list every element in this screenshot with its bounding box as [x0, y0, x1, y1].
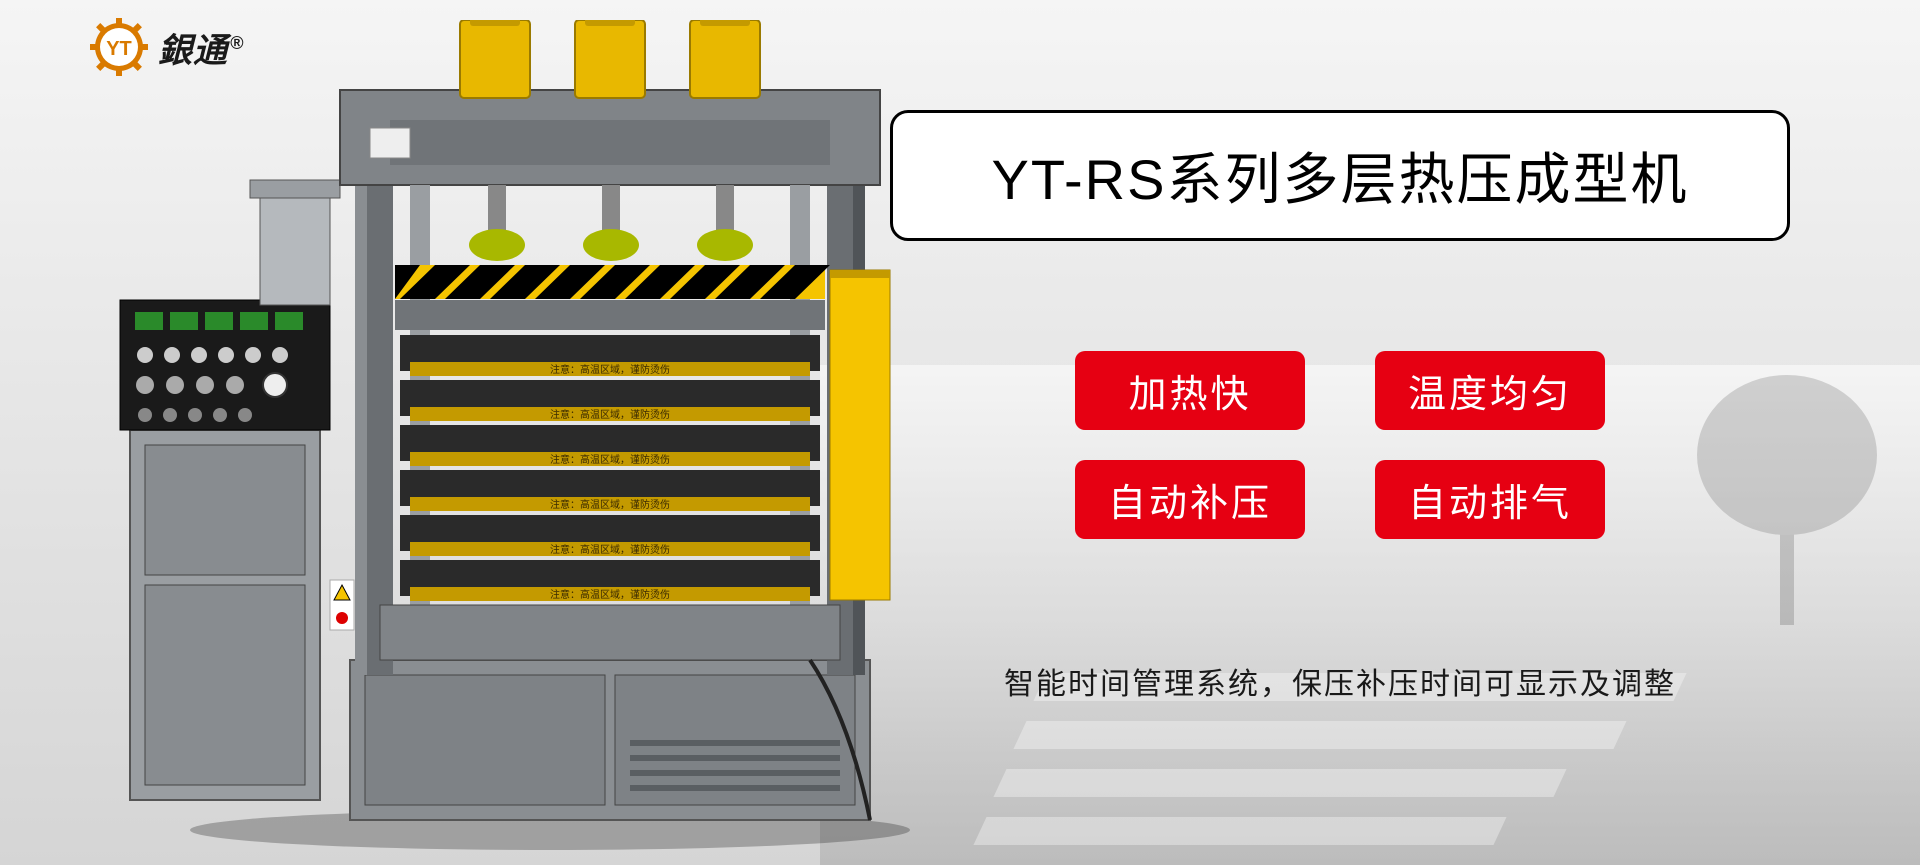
svg-text:注意：高温区域，谨防烫伤: 注意：高温区域，谨防烫伤 — [550, 543, 670, 556]
svg-text:注意：高温区域，谨防烫伤: 注意：高温区域，谨防烫伤 — [550, 363, 670, 376]
svg-text:注意：高温区域，谨防烫伤: 注意：高温区域，谨防烫伤 — [550, 588, 670, 601]
registered-mark-icon: ® — [230, 33, 244, 53]
platen-stack: 注意：高温区域，谨防烫伤 注意：高温区域，谨防烫伤 注意：高温区域，谨防烫伤 注… — [400, 335, 820, 601]
logo-gear-icon: YT — [90, 18, 148, 76]
product-description: 智能时间管理系统，保压补压时间可显示及调整 — [890, 659, 1790, 703]
feature-badge-1: 加热快 — [1075, 351, 1305, 430]
feature-badge-4: 自动排气 — [1375, 460, 1605, 539]
machine-illustration: 注意：高温区域，谨防烫伤 注意：高温区域，谨防烫伤 注意：高温区域，谨防烫伤 注… — [110, 20, 930, 850]
hazard-stripe-bar — [395, 265, 830, 299]
logo-initials: YT — [106, 38, 132, 60]
svg-text:注意：高温区域，谨防烫伤: 注意：高温区域，谨防烫伤 — [550, 408, 670, 421]
hydraulic-cylinders — [460, 20, 760, 98]
svg-text:注意：高温区域，谨防烫伤: 注意：高温区域，谨防烫伤 — [550, 453, 670, 466]
brand-logo: YT 銀通® — [90, 18, 244, 76]
logo-brand-text: 銀通® — [158, 23, 244, 72]
feature-badge-3: 自动补压 — [1075, 460, 1305, 539]
feature-badges: 加热快 温度均匀 自动补压 自动排气 — [890, 351, 1790, 539]
product-title-box: YT-RS系列多层热压成型机 — [890, 110, 1790, 241]
feature-badge-2: 温度均匀 — [1375, 351, 1605, 430]
svg-text:注意：高温区域，谨防烫伤: 注意：高温区域，谨防烫伤 — [550, 498, 670, 511]
product-title: YT-RS系列多层热压成型机 — [941, 135, 1739, 216]
content-panel: YT-RS系列多层热压成型机 加热快 温度均匀 自动补压 自动排气 智能时间管理… — [890, 110, 1790, 703]
